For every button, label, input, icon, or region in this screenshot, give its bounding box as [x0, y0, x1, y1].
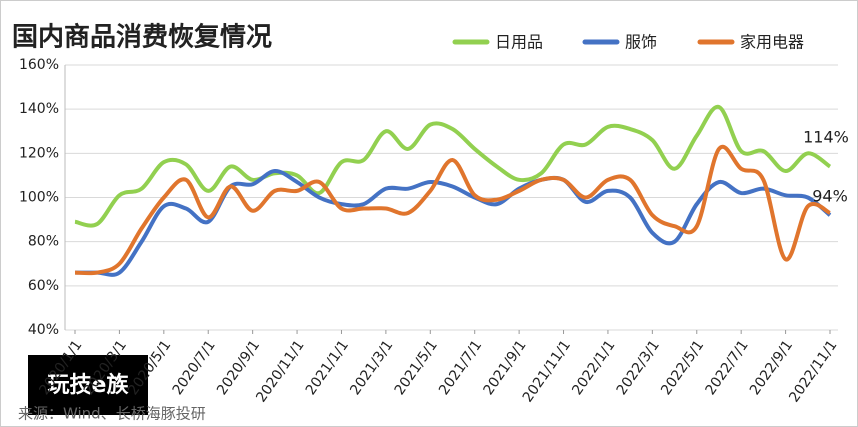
- y-tick-label: 100%: [19, 190, 59, 206]
- y-tick-label: 40%: [28, 322, 59, 338]
- y-tick-label: 140%: [19, 101, 59, 117]
- y-tick-label: 120%: [19, 145, 59, 161]
- legend-label: 服饰: [625, 33, 657, 52]
- series-line: [74, 144, 831, 276]
- chart-title: 国内商品消费恢复情况: [12, 22, 272, 53]
- series-line: [74, 104, 832, 228]
- y-tick-label: 60%: [28, 278, 59, 294]
- source: 来源：Wind、长桥海豚投研: [18, 405, 206, 423]
- logo-box: [28, 355, 148, 415]
- y-tick-label: 160%: [19, 57, 59, 73]
- y-tick-label: 80%: [28, 234, 59, 250]
- legend-label: 日用品: [495, 33, 543, 52]
- annotation: 94%: [812, 187, 848, 206]
- legend-label: 家用电器: [740, 33, 804, 52]
- logo: 玩技e族: [48, 372, 130, 398]
- series-line: [75, 169, 832, 277]
- annotation: 114%: [803, 128, 849, 147]
